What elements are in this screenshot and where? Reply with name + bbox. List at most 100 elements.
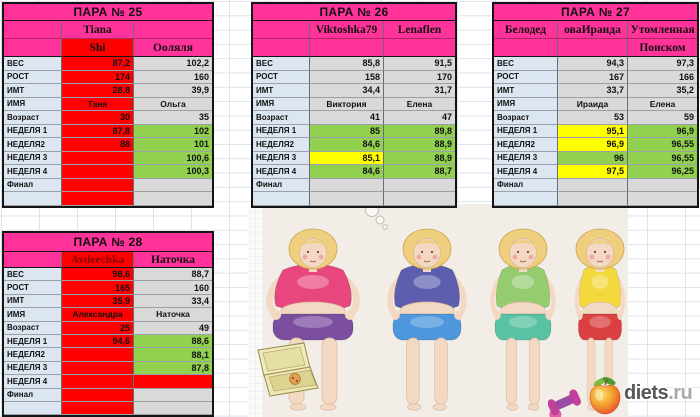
value-cell[interactable]: 91,5 <box>384 57 455 71</box>
value-cell[interactable]: 96 <box>558 151 628 165</box>
member-name-cell[interactable]: Shi <box>62 39 134 57</box>
value-cell[interactable]: 30 <box>62 111 134 125</box>
value-cell[interactable] <box>62 192 134 206</box>
pair-title[interactable]: ПАРА № 25 <box>4 4 212 21</box>
value-cell[interactable]: 25 <box>62 321 134 335</box>
value-cell[interactable]: 85,1 <box>310 151 384 165</box>
value-cell[interactable] <box>62 401 134 416</box>
value-cell[interactable]: 160 <box>134 70 212 84</box>
value-cell[interactable]: 33,7 <box>558 84 628 98</box>
member-name-cell[interactable]: Поиском <box>628 39 697 57</box>
value-cell[interactable]: 35 <box>134 111 212 125</box>
value-cell[interactable]: 160 <box>134 281 212 295</box>
member-name-cell[interactable]: Avdeechka <box>62 252 134 268</box>
value-cell[interactable]: 87,8 <box>62 124 134 138</box>
row-label-cell[interactable]: НЕДЕЛЯ2 <box>4 348 62 362</box>
row-label-cell[interactable]: НЕДЕЛЯ 3 <box>4 361 62 376</box>
value-cell[interactable]: 41 <box>310 111 384 125</box>
value-cell[interactable]: 101 <box>134 138 212 152</box>
member-name-cell[interactable]: Утомленная <box>628 21 697 39</box>
row-label-cell[interactable]: НЕДЕЛЯ 4 <box>253 165 310 179</box>
value-cell[interactable] <box>62 178 134 192</box>
row-label-cell[interactable]: Финал <box>253 178 310 192</box>
value-cell[interactable] <box>62 348 134 362</box>
value-cell[interactable] <box>384 178 455 192</box>
value-cell[interactable]: Елена <box>384 97 455 111</box>
value-cell[interactable]: Наточка <box>134 308 212 322</box>
member-name-cell[interactable]: Белодед <box>494 21 558 39</box>
value-cell[interactable]: 174 <box>62 70 134 84</box>
value-cell[interactable]: 87,8 <box>134 361 212 376</box>
value-cell[interactable]: 100,3 <box>134 165 212 179</box>
value-cell[interactable] <box>134 401 212 416</box>
row-label-cell[interactable]: РОСТ <box>4 281 62 295</box>
value-cell[interactable]: 49 <box>134 321 212 335</box>
member-name-cell[interactable]: Наточка <box>134 252 212 268</box>
row-label-cell[interactable]: НЕДЕЛЯ 3 <box>4 151 62 165</box>
row-label-cell[interactable]: РОСТ <box>494 70 558 84</box>
member-name-cell[interactable] <box>4 39 62 57</box>
row-label-cell[interactable]: НЕДЕЛЯ 1 <box>4 334 62 349</box>
value-cell[interactable]: 167 <box>558 70 628 84</box>
row-label-cell[interactable]: НЕДЕЛЯ2 <box>494 138 558 152</box>
row-label-cell[interactable]: ИМТ <box>4 84 62 98</box>
row-label-cell[interactable] <box>4 192 62 206</box>
row-label-cell[interactable]: НЕДЕЛЯ 3 <box>253 151 310 165</box>
value-cell[interactable]: 88,9 <box>384 151 455 165</box>
value-cell[interactable]: 96,55 <box>628 151 697 165</box>
member-name-cell[interactable] <box>4 21 62 39</box>
value-cell[interactable] <box>62 151 134 165</box>
value-cell[interactable]: 35,9 <box>62 294 134 309</box>
diets-logo-text[interactable]: diets.ru <box>624 382 693 405</box>
value-cell[interactable]: 85,8 <box>310 57 384 71</box>
value-cell[interactable]: 53 <box>558 111 628 125</box>
row-label-cell[interactable]: ИМТ <box>494 84 558 98</box>
row-label-cell[interactable]: РОСТ <box>4 70 62 84</box>
row-label-cell[interactable]: ВЕС <box>494 57 558 71</box>
value-cell[interactable]: 98,6 <box>62 268 134 282</box>
value-cell[interactable] <box>62 361 134 376</box>
row-label-cell[interactable]: Финал <box>494 178 558 192</box>
row-label-cell[interactable]: РОСТ <box>253 70 310 84</box>
value-cell[interactable] <box>628 178 697 192</box>
value-cell[interactable]: 88,7 <box>384 165 455 179</box>
value-cell[interactable]: 33,4 <box>134 294 212 309</box>
row-label-cell[interactable]: НЕДЕЛЯ2 <box>253 138 310 152</box>
row-label-cell[interactable]: Финал <box>4 178 62 192</box>
value-cell[interactable]: 85 <box>310 124 384 138</box>
value-cell[interactable]: 88,6 <box>134 334 212 349</box>
row-label-cell[interactable]: ИМТ <box>4 294 62 309</box>
member-name-cell[interactable] <box>134 21 212 39</box>
row-label-cell[interactable]: Возраст <box>494 111 558 125</box>
value-cell[interactable]: Ольга <box>134 97 212 111</box>
row-label-cell[interactable]: НЕДЕЛЯ 3 <box>494 151 558 165</box>
row-label-cell[interactable]: ВЕС <box>253 57 310 71</box>
row-label-cell[interactable]: Возраст <box>253 111 310 125</box>
member-name-cell[interactable]: Ооляля <box>134 39 212 57</box>
member-name-cell[interactable] <box>4 252 62 268</box>
value-cell[interactable] <box>134 375 212 389</box>
value-cell[interactable] <box>134 192 212 206</box>
pair-title[interactable]: ПАРА № 26 <box>253 4 455 21</box>
value-cell[interactable]: 94,3 <box>558 57 628 71</box>
member-name-cell[interactable]: Tiana <box>62 21 134 39</box>
member-name-cell[interactable] <box>384 39 455 57</box>
value-cell[interactable] <box>62 375 134 389</box>
member-name-cell[interactable] <box>494 39 558 57</box>
row-label-cell[interactable] <box>4 401 62 416</box>
value-cell[interactable] <box>62 165 134 179</box>
value-cell[interactable]: 89,8 <box>384 124 455 138</box>
pair-title[interactable]: ПАРА № 27 <box>494 4 697 21</box>
row-label-cell[interactable]: ИМЯ <box>253 97 310 111</box>
member-name-cell[interactable] <box>310 39 384 57</box>
member-name-cell[interactable]: оваИраида <box>558 21 628 39</box>
value-cell[interactable] <box>134 178 212 192</box>
value-cell[interactable]: 158 <box>310 70 384 84</box>
member-name-cell[interactable] <box>253 39 310 57</box>
value-cell[interactable]: 166 <box>628 70 697 84</box>
value-cell[interactable]: 31,7 <box>384 84 455 98</box>
row-label-cell[interactable]: НЕДЕЛЯ2 <box>4 138 62 152</box>
value-cell[interactable]: 97,5 <box>558 165 628 179</box>
row-label-cell[interactable] <box>494 192 558 206</box>
row-label-cell[interactable]: ВЕС <box>4 57 62 71</box>
